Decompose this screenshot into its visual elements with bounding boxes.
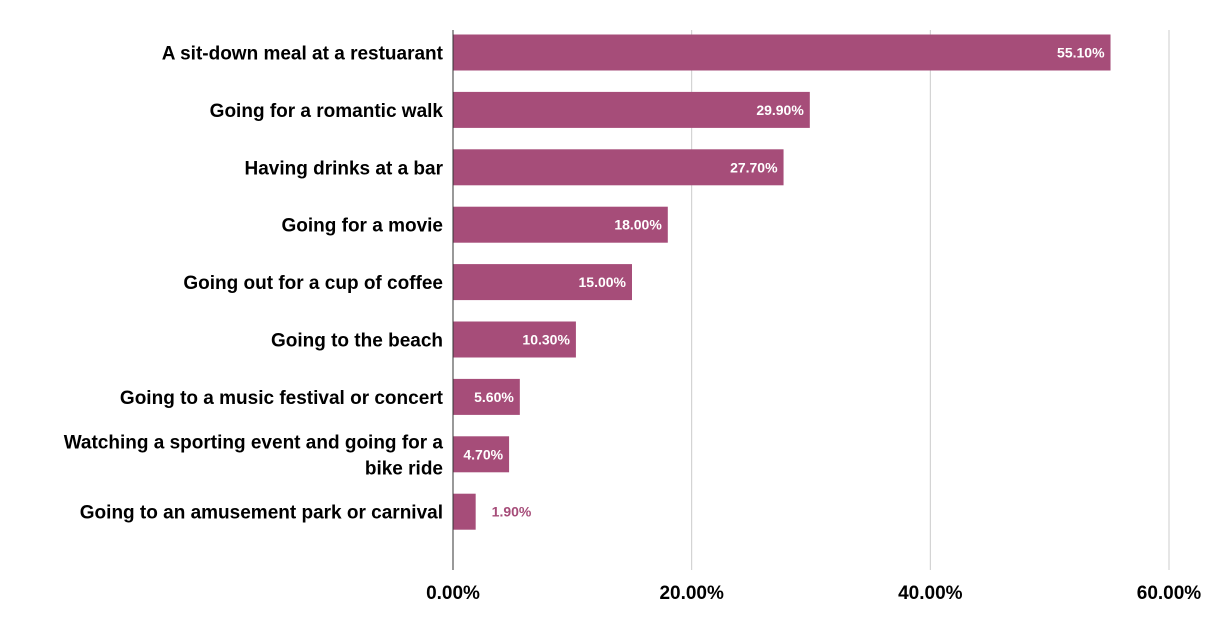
category-label: Going out for a cup of coffee bbox=[183, 273, 443, 294]
data-label: 1.90% bbox=[492, 504, 532, 520]
x-tick-label: 0.00% bbox=[426, 583, 480, 604]
category-label: Having drinks at a bar bbox=[244, 158, 443, 179]
data-label: 5.60% bbox=[474, 389, 514, 405]
label-layer: 0.00% 20.00% 40.00% 60.00% 55.10% A sit-down … bbox=[64, 44, 1202, 605]
data-label: 15.00% bbox=[579, 274, 627, 290]
bar bbox=[453, 264, 632, 301]
bar bbox=[453, 378, 520, 415]
category-label: bike ride bbox=[365, 458, 443, 479]
bar-layer bbox=[453, 34, 1111, 530]
data-label: 18.00% bbox=[614, 217, 662, 233]
bar bbox=[453, 321, 576, 358]
category-label: Going for a movie bbox=[281, 216, 443, 237]
bar bbox=[453, 91, 810, 128]
bar bbox=[453, 34, 1111, 71]
bar bbox=[453, 206, 668, 243]
bar bbox=[453, 436, 510, 473]
x-tick-label: 60.00% bbox=[1137, 583, 1202, 604]
category-label: Going for a romantic walk bbox=[210, 101, 444, 122]
data-label: 55.10% bbox=[1057, 45, 1105, 61]
data-label: 10.30% bbox=[522, 332, 570, 348]
category-label: A sit-down meal at a restuarant bbox=[162, 44, 444, 65]
data-label: 27.70% bbox=[730, 159, 778, 175]
data-label: 29.90% bbox=[756, 102, 804, 118]
x-tick-label: 40.00% bbox=[898, 583, 963, 604]
bar bbox=[453, 493, 476, 530]
category-label: Watching a sporting event and going for … bbox=[64, 432, 444, 453]
x-tick-label: 20.00% bbox=[659, 583, 724, 604]
category-label: Going to an amusement park or carnival bbox=[80, 503, 443, 524]
category-label: Going to a music festival or concert bbox=[120, 388, 444, 409]
data-label: 4.70% bbox=[463, 446, 503, 462]
category-label: Going to the beach bbox=[271, 331, 443, 352]
bar bbox=[453, 149, 784, 186]
